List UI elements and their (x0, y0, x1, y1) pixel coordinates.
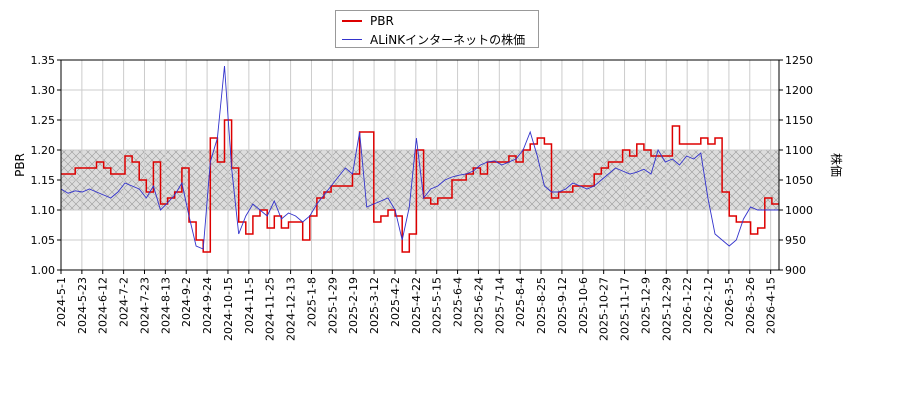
left-tick-label: 1.20 (31, 144, 56, 157)
left-tick-label: 1.00 (31, 264, 56, 277)
left-tick-label: 1.25 (31, 114, 56, 127)
x-tick-label: 2024-11-5 (243, 277, 256, 334)
left-tick-label: 1.35 (31, 54, 56, 67)
x-tick-label: 2025-5-15 (431, 277, 444, 334)
x-tick-label: 2025-1-29 (326, 277, 339, 334)
x-tick-label: 2024-9-2 (180, 277, 193, 327)
right-tick-label: 1150 (785, 114, 813, 127)
right-tick-label: 900 (785, 264, 806, 277)
left-tick-label: 1.30 (31, 84, 56, 97)
left-tick-label: 1.05 (31, 234, 56, 247)
x-tick-label: 2024-6-12 (97, 277, 110, 334)
legend-label-price: ALiNKインターネットの株価 (370, 32, 526, 47)
right-tick-label: 1250 (785, 54, 813, 67)
x-tick-label: 2024-10-15 (222, 277, 235, 341)
x-tick-label: 2025-8-25 (535, 277, 548, 334)
x-tick-label: 2024-8-13 (159, 277, 172, 334)
left-tick-label: 1.15 (31, 174, 56, 187)
plot-frame (60, 59, 780, 271)
x-tick-label: 2025-8-4 (514, 277, 527, 327)
x-tick-label: 2025-10-6 (577, 277, 590, 334)
x-tick-label: 2026-1-22 (681, 277, 694, 334)
x-tick-label: 2025-6-4 (452, 277, 465, 327)
right-axis-label: 株価 (829, 153, 844, 177)
pbr-series-line (61, 119, 779, 253)
x-tick-label: 2025-7-14 (493, 277, 506, 334)
x-tick-label: 2026-3-26 (744, 277, 757, 334)
x-tick-label: 2024-7-23 (138, 277, 151, 334)
x-tick-label: 2025-9-12 (556, 277, 569, 334)
x-tick-label: 2024-5-1 (55, 277, 68, 327)
x-tick-label: 2024-7-2 (118, 277, 131, 327)
x-tick-label: 2024-9-24 (201, 277, 214, 334)
legend-swatch-price (342, 38, 362, 40)
x-tick-label: 2024-5-23 (76, 277, 89, 334)
right-tick-label: 1000 (785, 204, 813, 217)
x-axis-ticks: 2024-5-1 2024-5-23 2024-6-12 2024-7-2 2024-7… (55, 270, 778, 341)
right-tick-label: 1200 (785, 84, 813, 97)
price-series-line (61, 65, 779, 250)
left-axis-ticks: 1.00 1.05 1.10 1.15 1.20 1.25 1.30 1.35 (31, 54, 61, 277)
x-tick-label: 2025-1-8 (305, 277, 318, 327)
right-axis-ticks: 900 950 1000 1050 1100 1150 1200 1250 (779, 54, 813, 277)
x-tick-label: 2025-12-9 (639, 277, 652, 334)
x-tick-label: 2025-10-27 (598, 277, 611, 341)
legend: PBR ALiNKインターネットの株価 (335, 10, 539, 48)
series-lines (61, 65, 779, 253)
x-tick-label: 2025-4-2 (389, 277, 402, 327)
legend-item-price: ALiNKインターネットの株価 (342, 31, 525, 47)
x-tick-label: 2026-4-15 (765, 277, 778, 334)
right-tick-label: 1100 (785, 144, 813, 157)
x-tick-label: 2025-12-29 (660, 277, 673, 341)
right-tick-label: 1050 (785, 174, 813, 187)
legend-label-pbr: PBR (370, 14, 394, 28)
x-tick-label: 2024-12-13 (285, 277, 298, 341)
x-tick-label: 2026-2-12 (702, 277, 715, 334)
right-tick-label: 950 (785, 234, 806, 247)
left-tick-label: 1.10 (31, 204, 56, 217)
x-tick-label: 2025-3-12 (368, 277, 381, 334)
x-tick-label: 2026-3-5 (723, 277, 736, 327)
x-tick-label: 2025-11-17 (619, 277, 632, 341)
x-tick-label: 2024-11-25 (264, 277, 277, 341)
x-tick-label: 2025-2-19 (347, 277, 360, 334)
legend-item-pbr: PBR (342, 13, 394, 29)
x-tick-label: 2025-6-24 (472, 277, 485, 334)
legend-swatch-pbr (342, 20, 362, 22)
left-axis-label: PBR (13, 153, 27, 177)
x-tick-label: 2025-4-22 (410, 277, 423, 334)
